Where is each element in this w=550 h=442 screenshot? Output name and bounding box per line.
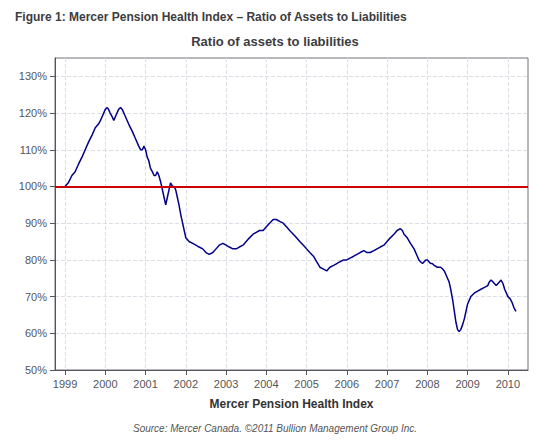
svg-text:110%: 110% [20,144,48,156]
svg-text:70%: 70% [25,291,47,303]
svg-text:2007: 2007 [375,378,399,390]
svg-text:120%: 120% [19,107,47,119]
svg-text:2003: 2003 [214,378,238,390]
svg-text:Mercer Pension Health Index: Mercer Pension Health Index [209,397,373,411]
svg-text:2006: 2006 [335,378,359,390]
svg-text:2008: 2008 [415,378,439,390]
svg-text:2004: 2004 [254,378,278,390]
svg-text:2001: 2001 [133,378,157,390]
svg-text:80%: 80% [25,254,47,266]
svg-text:2009: 2009 [455,378,479,390]
svg-text:Ratio of assets to liabilities: Ratio of assets to liabilities [191,34,359,49]
svg-text:2010: 2010 [496,378,520,390]
svg-text:100%: 100% [19,180,47,192]
svg-text:2005: 2005 [294,378,318,390]
svg-text:2002: 2002 [174,378,198,390]
svg-text:1999: 1999 [53,378,77,390]
svg-text:50%: 50% [25,364,47,376]
svg-text:2000: 2000 [93,378,117,390]
svg-text:130%: 130% [19,70,47,82]
svg-text:60%: 60% [25,327,47,339]
svg-text:90%: 90% [25,217,47,229]
svg-text:Source: Mercer Canada. ©2011 B: Source: Mercer Canada. ©2011 Bullion Man… [133,423,417,434]
svg-text:Figure 1: Mercer Pension Healt: Figure 1: Mercer Pension Health Index – … [15,10,407,24]
